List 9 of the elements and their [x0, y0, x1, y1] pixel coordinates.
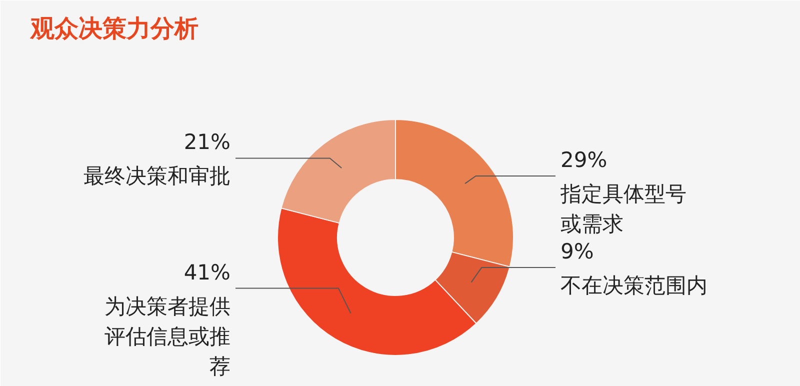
- data-label: 21%: [184, 130, 231, 154]
- slice-label: 为决策者提供评估信息或推荐: [104, 294, 230, 378]
- chart-title: 观众决策力分析: [30, 14, 198, 42]
- slice-label: 指定具体型号或需求: [560, 182, 686, 236]
- slice-label: 最终决策和审批: [84, 164, 230, 188]
- data-label: 29%: [560, 148, 608, 172]
- data-label: 41%: [184, 260, 231, 284]
- slice-label: 不在决策范围内: [560, 274, 708, 298]
- data-label: 9%: [560, 240, 594, 264]
